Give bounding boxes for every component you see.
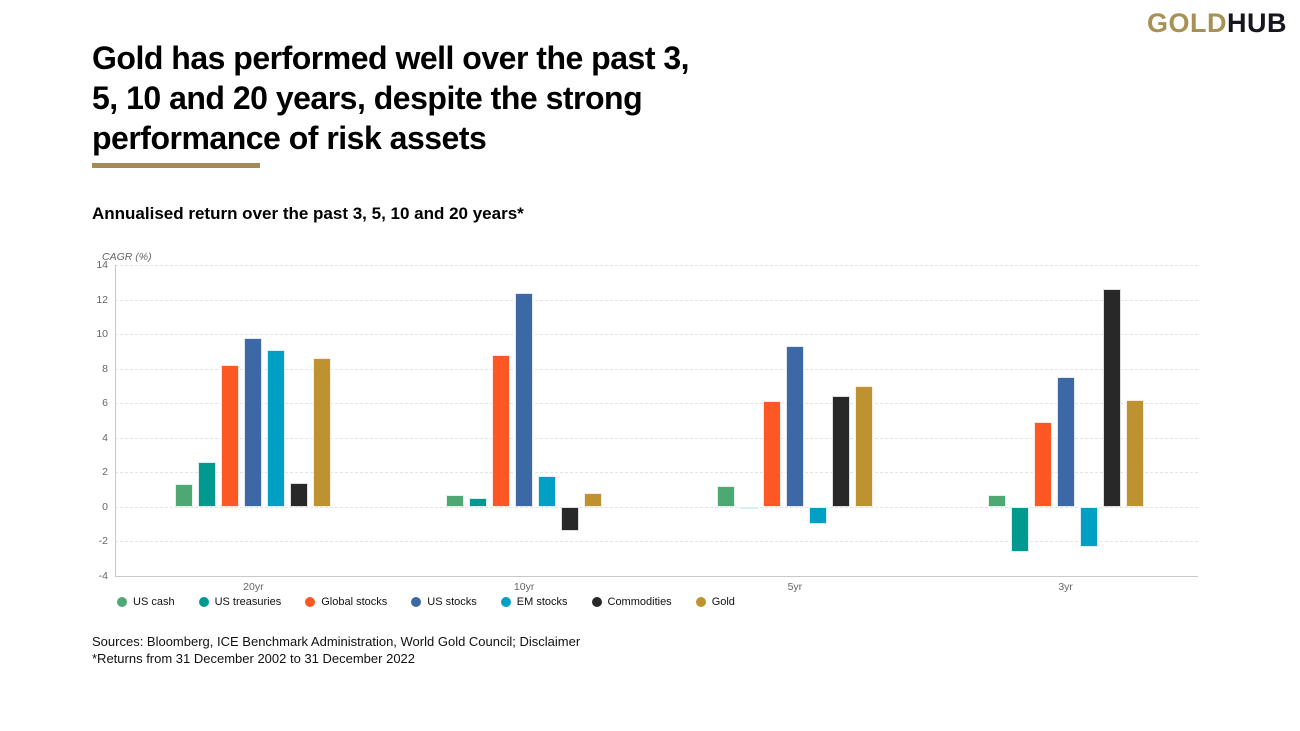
x-tick-label-10yr: 10yr [513,581,535,593]
bar-commodities-5yr [831,396,850,507]
legend-marker-icon [198,597,209,607]
legend-label: US cash [133,596,175,608]
y-axis-title: CAGR (%) [102,251,152,263]
logo-gold-text: GOLD [1147,8,1227,38]
legend-item-commodities[interactable]: Commodities [591,596,672,608]
bar-us-treasuries-10yr [469,498,488,507]
page-title-line-2: 5, 10 and 20 years, despite the strong [92,80,643,116]
x-tick-label-3yr: 3yr [1058,581,1073,593]
gridline [115,368,1198,370]
legend-marker-icon [305,597,316,607]
y-tick-label: 4 [102,431,108,444]
goldhub-logo[interactable]: GOLDHUB [1147,8,1287,39]
bar-us-treasuries-5yr [739,506,758,509]
bar-global-stocks-10yr [492,354,511,507]
y-tick-label: 0 [102,500,108,513]
gridline [115,437,1198,439]
footer: Sources: Bloomberg, ICE Benchmark Admini… [92,634,580,667]
y-tick-label: -4 [98,570,108,582]
bar-em-stocks-20yr [267,349,286,507]
bar-us-cash-3yr [987,494,1006,507]
chart-subtitle: Annualised return over the past 3, 5, 10… [92,204,524,223]
bar-em-stocks-5yr [808,506,827,525]
x-axis-line [115,576,1198,577]
title-underline [92,163,260,168]
gridline [115,472,1198,474]
bar-gold-3yr [1125,399,1144,507]
legend-item-global-stocks[interactable]: Global stocks [305,596,387,608]
y-axis-line [115,265,116,576]
bar-commodities-3yr [1102,289,1121,507]
legend-item-em-stocks[interactable]: EM stocks [500,596,568,608]
y-tick-label: 12 [96,293,108,306]
y-tick-label: 6 [102,397,108,410]
y-tick-label: 14 [96,259,108,271]
bar-us-stocks-3yr [1056,377,1075,507]
bar-gold-5yr [854,385,873,507]
bar-us-stocks-20yr [244,337,263,507]
gridline [115,403,1198,405]
bar-global-stocks-20yr [221,365,240,507]
bar-commodities-10yr [561,506,580,532]
page-title-line-3: performance of risk assets [92,120,487,156]
page-title: Gold has performed well over the past 3,… [92,38,690,158]
x-tick-label-20yr: 20yr [243,581,264,593]
logo-hub-text: HUB [1227,8,1287,38]
legend-label: US stocks [427,596,477,608]
y-tick-label: 8 [102,362,108,375]
legend-item-us-cash[interactable]: US cash [117,596,175,608]
legend-label: Global stocks [321,596,388,608]
bar-us-treasuries-3yr [1010,506,1029,552]
gridline [115,334,1198,336]
legend-marker-icon [117,597,127,607]
page-title-line-1: Gold has performed well over the past 3, [92,40,690,76]
legend-item-gold[interactable]: Gold [695,596,735,608]
legend-item-us-treasuries[interactable]: US treasuries [198,596,282,608]
bar-em-stocks-3yr [1079,506,1098,547]
bar-global-stocks-3yr [1033,422,1052,507]
bar-global-stocks-5yr [762,401,781,507]
gridline [115,541,1198,543]
y-tick-label: 10 [96,328,108,341]
footer-note: *Returns from 31 December 2002 to 31 Dec… [92,650,416,666]
y-tick-label: 2 [102,466,108,479]
bar-gold-20yr [313,358,332,507]
bar-us-cash-5yr [716,486,735,507]
gridline [115,506,1198,508]
bar-us-cash-10yr [446,494,465,507]
legend-marker-icon [695,597,706,607]
gridline [115,265,1198,266]
bar-us-stocks-5yr [785,346,804,507]
footer-sources: Sources: Bloomberg, ICE Benchmark Admini… [92,634,581,649]
bar-gold-10yr [584,493,603,507]
legend-label: Commodities [607,596,672,608]
gridline [115,299,1198,301]
y-tick-label: -2 [98,535,108,548]
legend-label: Gold [711,596,735,608]
legend-item-us-stocks[interactable]: US stocks [411,596,477,608]
legend-marker-icon [500,597,511,607]
bar-em-stocks-10yr [538,475,557,507]
bar-us-treasuries-20yr [198,461,217,507]
legend-marker-icon [591,597,602,607]
bar-commodities-20yr [290,482,309,507]
x-tick-label-5yr: 5yr [787,581,803,593]
chart-legend: US cash US treasuries Global stocks US stoc… [117,596,735,608]
bar-us-stocks-10yr [515,292,534,507]
legend-label: US treasuries [214,596,282,608]
legend-label: EM stocks [516,596,568,608]
legend-marker-icon [411,597,422,607]
bar-us-cash-20yr [175,484,194,507]
